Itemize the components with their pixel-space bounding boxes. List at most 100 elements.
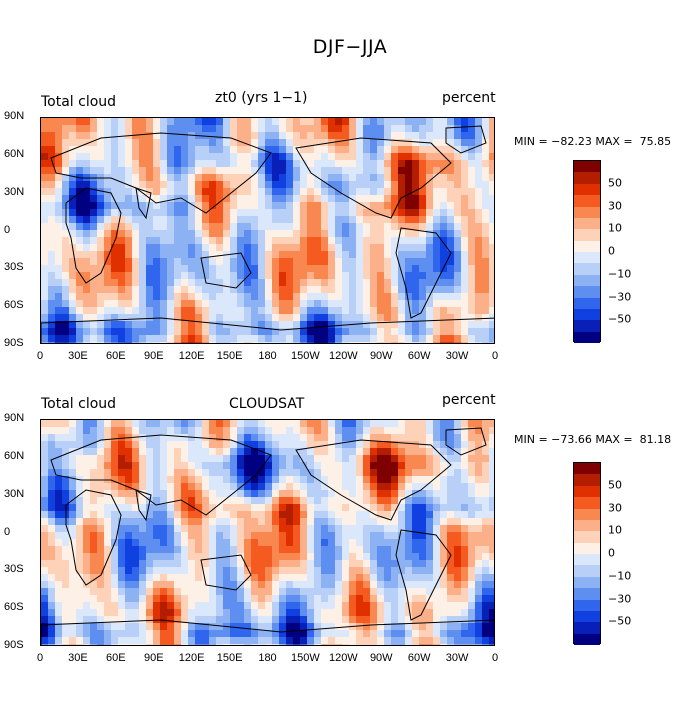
colorbar-swatch [574,297,600,309]
colorbar-swatch [574,508,600,520]
colorbar-tick-label: −10 [608,267,632,281]
lon-tick-label: 120W [328,350,358,362]
colorbar-tick-label: −50 [608,312,632,326]
lon-tick-label: 0 [491,652,499,664]
coastline [200,554,252,591]
lon-tick-label: 150E [216,652,243,664]
lat-tick-label: 0 [4,223,11,236]
colorbar-swatch [574,485,600,498]
lon-tick-label: 30E [68,652,88,664]
colorbar-swatch [574,161,600,173]
colorbar-swatch [574,599,600,611]
coastline [395,227,452,319]
lon-tick-label: 30W [445,350,469,362]
coastline [41,619,494,645]
map-plot-area [40,419,495,646]
colorbar [573,160,601,343]
colorbar-swatch [574,206,600,218]
colorbar-tick-label: 10 [608,523,622,537]
panel-center-title: CLOUDSAT [229,396,305,412]
lat-tick-label: 60N [4,449,25,462]
colorbar-tick-label: 10 [608,221,622,235]
lon-tick-label: 150W [291,350,320,362]
colorbar-swatch [574,217,600,230]
lon-tick-label: 90W [369,652,393,664]
colorbar-swatch [574,240,600,252]
colorbar-swatch [574,588,600,600]
coastline [135,187,152,220]
lon-tick-label: 90E [143,350,164,362]
panel-center-title: zt0 (yrs 1−1) [215,90,308,106]
lon-tick-label: 120W [328,652,358,664]
colorbar-tick-label: 50 [608,176,622,190]
colorbar-swatch [574,229,600,241]
colorbar-swatch [574,542,600,554]
colorbar-swatch [574,474,600,486]
lon-tick-label: 60E [106,350,126,362]
coastline [41,317,494,343]
coastline [65,489,122,586]
coastline [50,132,272,214]
lon-tick-label: 90W [369,350,393,362]
colorbar-swatch [574,183,600,196]
map-plot-area [40,117,495,344]
colorbar-tick-label: 0 [608,546,615,560]
lat-tick-label: 30S [4,261,24,274]
colorbar-tick-label: −10 [608,569,632,583]
panel-left-title: Total cloud [41,396,117,412]
colorbar-swatch [574,576,600,589]
lat-tick-label: 90S [4,639,24,651]
lon-tick-label: 0 [491,350,499,362]
lon-tick-label: 180 [258,652,277,664]
lon-tick-label: 30W [445,652,469,664]
panel-units-label: percent [442,90,496,106]
min-max-stats: MIN = −73.66 MAX = 81.18 [514,433,672,446]
colorbar-swatch [574,308,600,321]
lon-tick-label: 30E [68,350,88,362]
coastline [295,137,452,219]
colorbar-swatch [574,531,600,543]
colorbar-swatch [574,286,600,298]
colorbar-swatch [574,263,600,275]
colorbar-tick-label: 0 [608,244,615,258]
lon-tick-label: 180 [258,350,277,362]
panel-left-title: Total cloud [41,94,117,110]
lat-tick-label: 30N [4,185,25,198]
colorbar-swatch [574,320,600,332]
coastline [135,489,152,522]
lon-tick-label: 60W [407,652,431,664]
lat-tick-label: 60N [4,147,25,160]
colorbar-tick-label: −50 [608,614,632,628]
lon-tick-label: 120E [178,652,205,664]
coastline [200,252,252,289]
coastline [445,427,487,456]
colorbar-swatch [574,633,600,645]
colorbar-swatch [574,610,600,623]
lat-tick-label: 90N [4,412,25,424]
lon-tick-label: 60E [106,652,126,664]
coastline [50,434,272,516]
lat-tick-label: 90S [4,337,24,349]
colorbar-swatch [574,519,600,532]
colorbar-tick-label: 50 [608,478,622,492]
colorbar-tick-label: −30 [608,592,632,605]
lat-tick-label: 30N [4,487,25,500]
colorbar-swatch [574,497,600,509]
lon-tick-label: 90E [143,652,164,664]
coastline [445,125,487,154]
lat-tick-label: 60S [4,601,24,614]
lat-tick-label: 90N [4,110,25,122]
colorbar [573,462,601,645]
lat-tick-label: 60S [4,299,24,312]
figure-title: DJF−JJA [312,36,388,58]
colorbar-swatch [574,331,600,343]
colorbar-swatch [574,172,600,184]
colorbar-tick-label: 30 [608,501,622,514]
map-field [41,420,494,645]
colorbar-swatch [574,274,600,287]
colorbar-tick-label: 30 [608,199,622,212]
lon-tick-label: 0 [36,350,44,362]
colorbar-swatch [574,252,600,264]
colorbar-swatch [574,565,600,577]
min-max-stats: MIN = −82.23 MAX = 75.85 [514,135,672,148]
